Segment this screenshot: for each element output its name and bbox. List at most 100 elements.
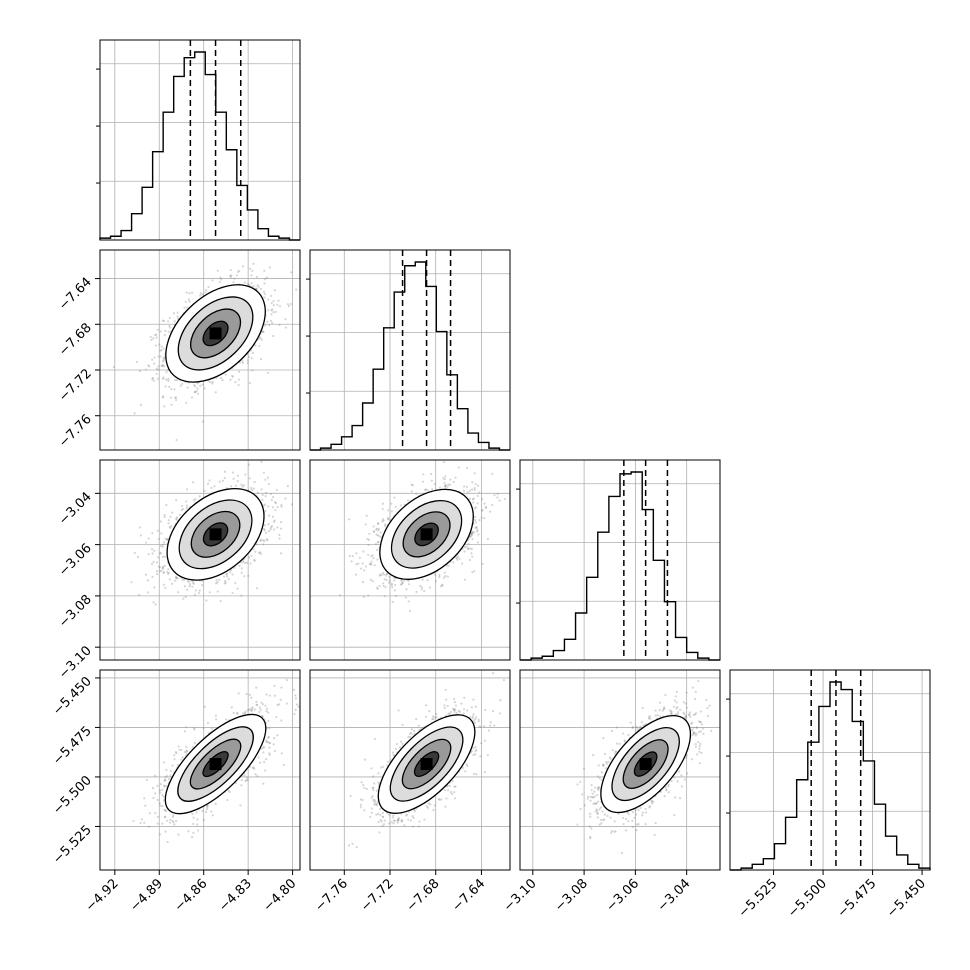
sample-point (174, 378, 177, 382)
sample-point (476, 494, 479, 497)
sample-point (476, 502, 479, 505)
sample-point (430, 479, 433, 482)
sample-point (280, 521, 283, 524)
sample-point (209, 381, 212, 384)
sample-point (215, 582, 218, 585)
sample-point (263, 269, 266, 272)
sample-point (457, 466, 460, 469)
sample-point (265, 538, 268, 541)
sample-point (153, 362, 156, 365)
sample-point (245, 561, 249, 564)
sample-point (399, 583, 403, 586)
sample-point (191, 585, 194, 588)
sample-point (278, 537, 281, 540)
sample-point (376, 558, 379, 561)
histogram-step (99, 51, 300, 241)
sample-point (144, 368, 148, 371)
sample-point (275, 488, 278, 492)
sample-point (229, 378, 232, 381)
sample-point (152, 560, 155, 564)
sample-point (162, 583, 165, 586)
sample-point (152, 379, 155, 382)
sample-point (468, 497, 471, 500)
sample-point (184, 300, 187, 303)
sample-point (188, 291, 191, 295)
sample-point (164, 385, 167, 388)
sample-point (473, 486, 476, 490)
sample-point (279, 527, 283, 530)
sample-point (155, 570, 159, 573)
sample-point (270, 302, 273, 305)
sample-point (139, 369, 142, 373)
sample-point (473, 570, 476, 573)
sample-point (381, 507, 384, 511)
sample-point (250, 357, 253, 360)
sample-point (240, 483, 243, 486)
sample-point (162, 360, 165, 363)
sample-point (161, 545, 164, 548)
sample-point (182, 597, 185, 600)
sample-point (374, 543, 378, 546)
sample-point (473, 472, 476, 475)
sample-point (194, 589, 198, 592)
sample-point (231, 471, 235, 474)
sample-point (157, 556, 160, 559)
sample-point (174, 396, 177, 399)
sample-point (133, 551, 136, 555)
sample-point (246, 282, 250, 285)
sample-point (160, 532, 163, 535)
sample-point (260, 488, 263, 491)
sample-point (241, 360, 244, 363)
sample-point (278, 323, 281, 326)
sample-point (163, 356, 166, 359)
sample-point (486, 537, 490, 541)
sample-point (471, 537, 474, 541)
sample-point (223, 476, 226, 480)
sample-point (175, 577, 178, 580)
sample-point (205, 289, 208, 292)
sample-point (162, 319, 166, 323)
sample-point (338, 594, 342, 597)
sample-point (263, 296, 266, 299)
density-peak (209, 327, 222, 340)
sample-point (151, 378, 154, 381)
sample-point (393, 579, 396, 582)
sample-point (244, 473, 247, 476)
sample-point (167, 522, 170, 525)
sample-point (168, 326, 172, 329)
sample-point (162, 376, 165, 379)
sample-point (225, 573, 228, 576)
sample-point (174, 396, 177, 399)
sample-point (483, 502, 486, 505)
sample-point (261, 330, 264, 333)
sample-point (201, 293, 204, 296)
sample-point (265, 276, 269, 279)
sample-point (151, 358, 154, 361)
sample-point (152, 337, 155, 340)
sample-point (178, 513, 181, 517)
sample-point (167, 519, 170, 522)
sample-point (163, 365, 166, 368)
sample-point (190, 396, 194, 399)
sample-point (164, 329, 167, 332)
sample-point (181, 382, 184, 385)
sample-point (420, 588, 423, 591)
sample-point (179, 384, 182, 388)
sample-point (261, 493, 264, 497)
sample-point (138, 526, 141, 529)
sample-point (163, 334, 166, 337)
sample-point (372, 530, 376, 533)
sample-point (168, 385, 171, 388)
sample-point (230, 274, 233, 277)
sample-point (467, 542, 470, 546)
sample-point (229, 269, 232, 272)
sample-point (447, 564, 450, 567)
sample-point (172, 312, 175, 315)
sample-point (262, 543, 265, 546)
sample-point (168, 316, 171, 320)
sample-point (227, 577, 230, 580)
sample-point (250, 274, 253, 277)
sample-point (262, 528, 266, 531)
sample-point (250, 554, 253, 557)
sample-point (260, 460, 263, 463)
